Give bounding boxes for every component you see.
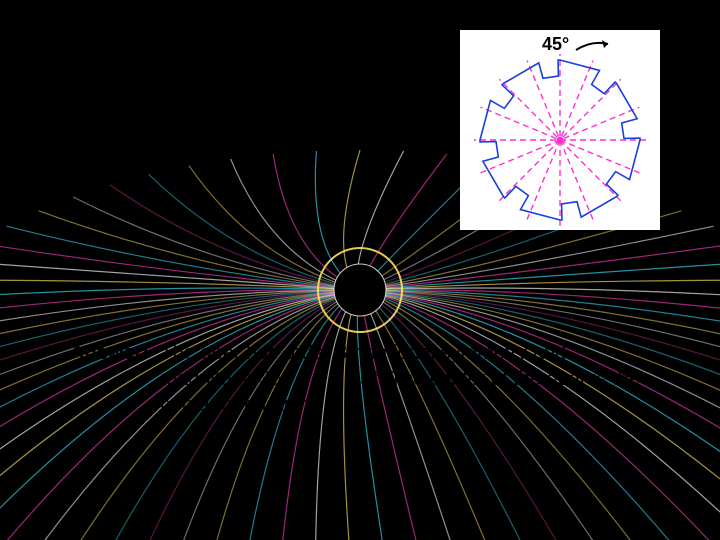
answer-text: The gear has order 8 rotational symmetry… bbox=[160, 340, 640, 418]
question-label: C. bbox=[70, 32, 90, 54]
angle-label: 45° bbox=[542, 34, 614, 55]
question-text: C. State whether the figure has rotation… bbox=[70, 30, 440, 160]
answer-block: Answer: The gear has order 8 rotational … bbox=[70, 340, 660, 418]
arrow-icon bbox=[574, 38, 614, 52]
gear-figure: 45° bbox=[460, 30, 660, 230]
answer-label: Answer: bbox=[70, 340, 149, 366]
